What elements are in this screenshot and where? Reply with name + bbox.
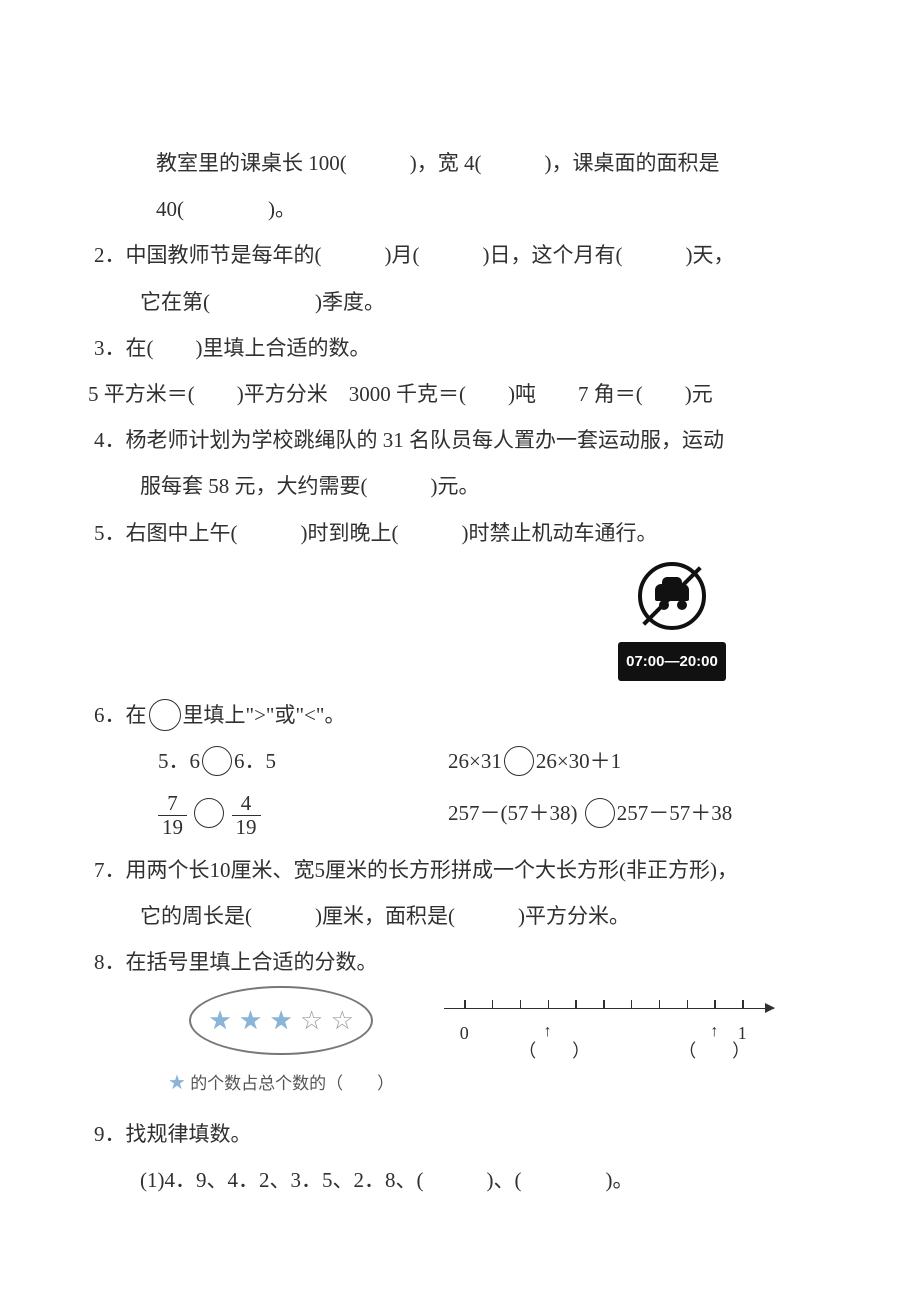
worksheet-page: 教室里的课桌长 100( )，宽 4( )，课桌面的面积是 40( )。 2．中… bbox=[0, 0, 920, 1263]
q6-r1r-b: 26×30＋1 bbox=[536, 749, 621, 773]
star-outline-icon: ☆ bbox=[300, 992, 323, 1049]
fraction-4-19: 419 bbox=[232, 792, 261, 839]
q6-r2r-a: 257－(57＋38) bbox=[448, 801, 583, 825]
circle-icon bbox=[202, 746, 232, 776]
number-line: 0↑↑1 （ ） （ ） bbox=[444, 986, 774, 1072]
q3-line2: 5 平方米＝( )平方分米 3000 千克＝( )吨 7 角＝( )元 bbox=[88, 371, 832, 417]
star-oval: ★ ★ ★ ☆ ☆ ★ 的个数占总个数的（ ） bbox=[168, 986, 394, 1105]
q9-sub: (1)4．9、4．2、3．5、2．8、( )、( )。 bbox=[88, 1157, 832, 1203]
q7-line1: 7．用两个长10厘米、宽5厘米的长方形拼成一个大长方形(非正方形)， bbox=[88, 847, 832, 893]
q2-text1: 中国教师节是每年的( )月( )日，这个月有( )天， bbox=[126, 243, 735, 267]
q6-intro-pre: 在 bbox=[126, 703, 147, 727]
q6-r1l-b: 6．5 bbox=[234, 749, 276, 773]
q2-line1: 2．中国教师节是每年的( )月( )日，这个月有( )天， bbox=[88, 232, 832, 278]
circle-icon bbox=[149, 699, 181, 731]
fraction-7-19: 719 bbox=[158, 792, 187, 839]
q9-line1: 9．找规律填数。 bbox=[88, 1111, 832, 1157]
q3-text: 在( )里填上合适的数。 bbox=[126, 336, 371, 360]
q7-text1: 用两个长10厘米、宽5厘米的长方形拼成一个大长方形(非正方形)， bbox=[126, 858, 738, 882]
q6-r1l-a: 5．6 bbox=[158, 749, 200, 773]
q6-r2r-b: 257－57＋38 bbox=[617, 801, 733, 825]
q4-line2: 服每套 58 元，大约需要( )元。 bbox=[88, 463, 832, 509]
q8-line1: 8．在括号里填上合适的分数。 bbox=[88, 939, 832, 985]
q4-line1: 4．杨老师计划为学校跳绳队的 31 名队员每人置办一套运动服，运动 bbox=[88, 417, 832, 463]
q6-intro: 6．在 里填上">"或"<"。 bbox=[88, 692, 832, 738]
q4-text1: 杨老师计划为学校跳绳队的 31 名队员每人置办一套运动服，运动 bbox=[126, 428, 725, 452]
circle-icon bbox=[504, 746, 534, 776]
traffic-sign: 07:00—20:00 bbox=[88, 562, 832, 682]
star-filled-icon: ★ bbox=[239, 992, 262, 1049]
star-filled-icon: ★ bbox=[168, 1072, 186, 1094]
q2-line2: 它在第( )季度。 bbox=[88, 279, 832, 325]
q6-row2: 719 419 257－(57＋38) 257－57＋38 bbox=[88, 790, 832, 839]
q1-line2: 40( )。 bbox=[88, 186, 832, 232]
q6-r1r-a: 26×31 bbox=[448, 749, 502, 773]
q7-number: 7． bbox=[94, 858, 126, 882]
star-outline-icon: ☆ bbox=[331, 992, 354, 1049]
q5-text: 右图中上午( )时到晚上( )时禁止机动车通行。 bbox=[126, 521, 658, 545]
q6-number: 6． bbox=[94, 703, 126, 727]
circle-icon bbox=[585, 798, 615, 828]
q8-text: 在括号里填上合适的分数。 bbox=[126, 950, 378, 974]
q8-figures: ★ ★ ★ ☆ ☆ ★ 的个数占总个数的（ ） 0↑↑1 （ ） （ ） bbox=[88, 986, 832, 1105]
no-vehicle-icon bbox=[638, 562, 706, 630]
q5-line1: 5．右图中上午( )时到晚上( )时禁止机动车通行。 bbox=[88, 510, 832, 556]
circle-icon bbox=[194, 798, 224, 828]
q5-number: 5． bbox=[94, 521, 126, 545]
star-filled-icon: ★ bbox=[269, 992, 292, 1049]
q9-number: 9． bbox=[94, 1122, 126, 1146]
arrow-right-icon bbox=[765, 1003, 775, 1013]
q3-number: 3． bbox=[94, 336, 126, 360]
q1-line1: 教室里的课桌长 100( )，宽 4( )，课桌面的面积是 bbox=[88, 140, 832, 186]
q6-row1: 5．6 6．5 26×31 26×30＋1 bbox=[88, 738, 832, 784]
q2-number: 2． bbox=[94, 243, 126, 267]
q8-number: 8． bbox=[94, 950, 126, 974]
sign-time-label: 07:00—20:00 bbox=[618, 642, 726, 681]
q7-line2: 它的周长是( )厘米，面积是( )平方分米。 bbox=[88, 893, 832, 939]
oval-caption: ★ 的个数占总个数的（ ） bbox=[168, 1061, 394, 1105]
q4-number: 4． bbox=[94, 428, 126, 452]
q6-intro-post: 里填上">"或"<"。 bbox=[183, 703, 346, 727]
star-filled-icon: ★ bbox=[208, 992, 231, 1049]
q9-text: 找规律填数。 bbox=[126, 1122, 252, 1146]
numline-blank1: （ ） bbox=[484, 1032, 624, 1072]
q3-line1: 3．在( )里填上合适的数。 bbox=[88, 325, 832, 371]
